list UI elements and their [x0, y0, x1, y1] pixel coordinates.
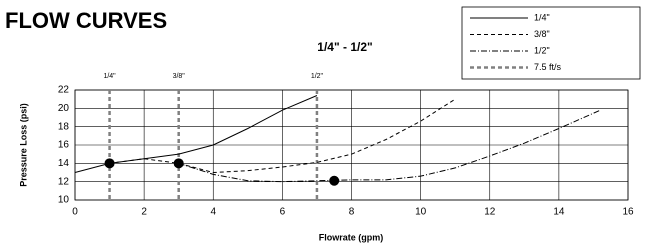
legend-label: 1/2"	[534, 45, 550, 55]
marker-label: 1/2"	[311, 73, 324, 80]
page-title: FLOW CURVES	[5, 8, 167, 33]
x-axis-label: Flowrate (gpm)	[319, 232, 384, 242]
point	[329, 176, 339, 186]
x-tick-label: 12	[484, 207, 496, 218]
x-tick-label: 8	[349, 207, 355, 218]
chart-title: 1/4" - 1/2"	[317, 40, 372, 54]
point	[174, 158, 184, 168]
y-tick-label: 14	[58, 158, 70, 169]
y-tick-label: 20	[58, 103, 70, 114]
y-tick-label: 10	[58, 195, 70, 206]
point	[105, 158, 115, 168]
y-tick-label: 12	[58, 176, 70, 187]
x-tick-label: 0	[72, 207, 78, 218]
y-tick-label: 18	[58, 121, 70, 132]
x-tick-label: 14	[553, 207, 565, 218]
page: FLOW CURVES 1/4" - 1/2" Flowrate (gpm) P…	[0, 0, 647, 246]
marker-label: 3/8"	[173, 73, 186, 80]
x-tick-label: 16	[622, 207, 634, 218]
legend-label: 3/8"	[534, 29, 550, 39]
y-tick-label: 22	[58, 85, 70, 96]
legend-label: 1/4"	[534, 12, 550, 22]
x-tick-label: 10	[415, 207, 427, 218]
legend-label: 7.5 ft/s	[534, 62, 562, 72]
y-tick-label: 16	[58, 140, 70, 151]
x-tick-label: 2	[141, 207, 147, 218]
y-axis-label: Pressure Loss (psi)	[18, 103, 28, 187]
marker-label: 1/4"	[103, 73, 116, 80]
x-tick-label: 4	[210, 207, 216, 218]
x-tick-label: 6	[280, 207, 286, 218]
